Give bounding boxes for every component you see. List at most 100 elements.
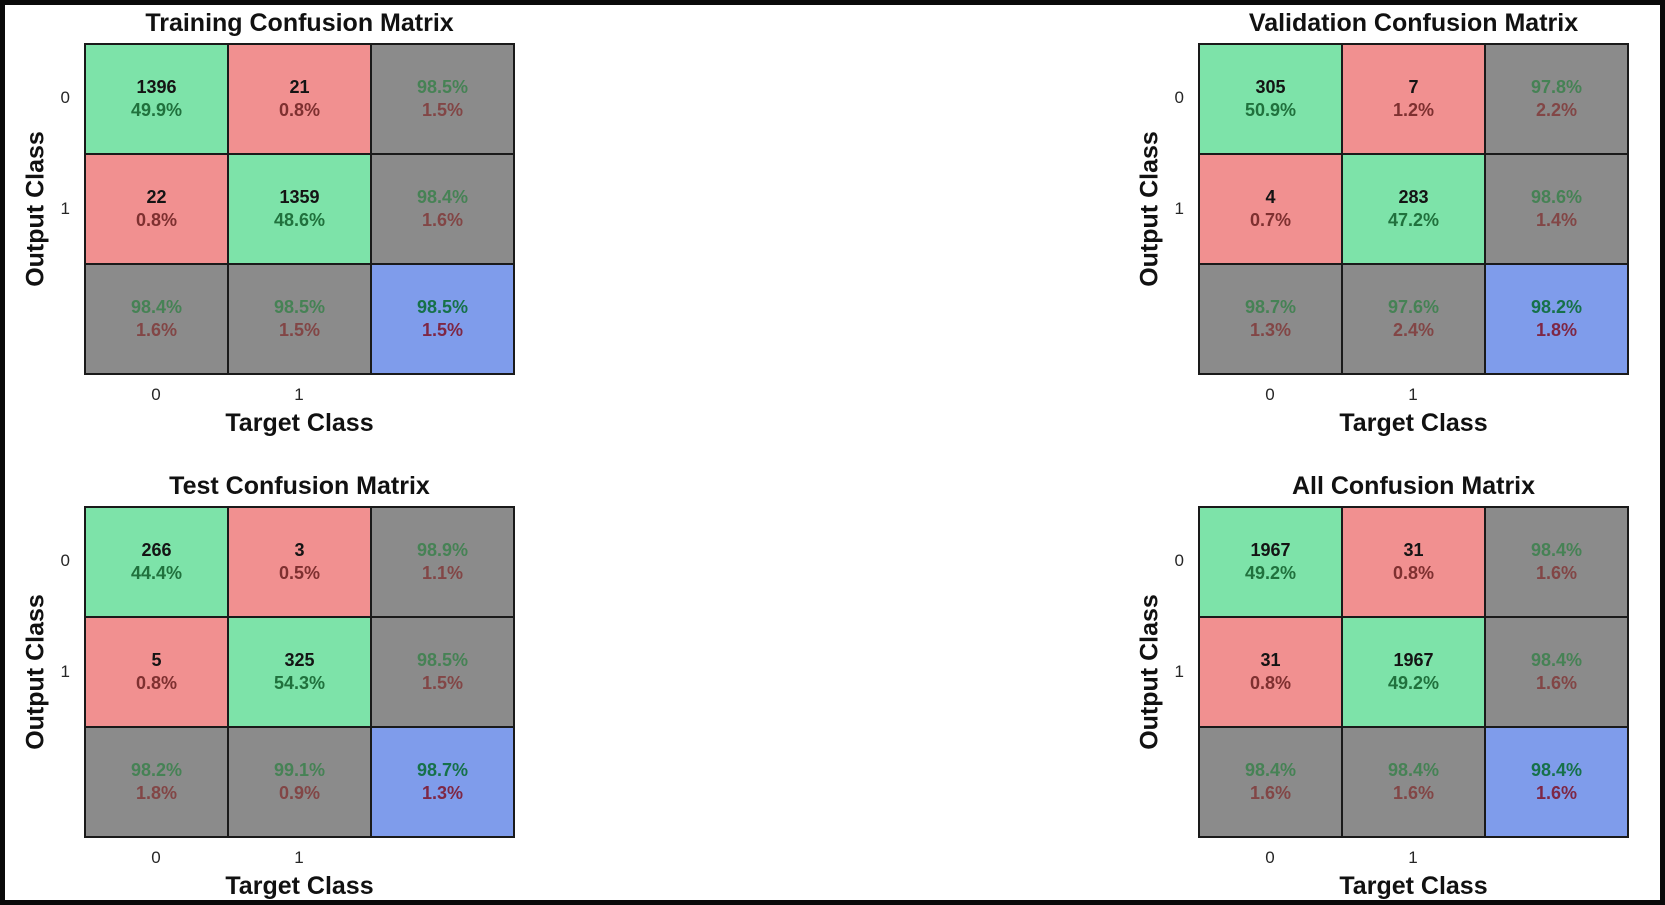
plot-title: Test Confusion Matrix <box>169 472 430 500</box>
matrix-cell-training-r2c0: 98.4% 1.6% <box>86 265 227 373</box>
cell-percent: 1.8% <box>1535 320 1578 340</box>
matrix-cell-training-r1c0: 22 0.8% <box>86 155 227 263</box>
cell-percent: 2.4% <box>1392 320 1435 340</box>
cell-value: 266 <box>141 540 172 560</box>
matrix-cell-all-r1c1: 1967 49.2% <box>1343 618 1484 726</box>
matrix-cell-training-r1c1: 1359 48.6% <box>229 155 370 263</box>
matrix-cell-validation-r0c2: 97.8% 2.2% <box>1486 45 1627 153</box>
matrix-cell-all-r0c2: 98.4% 1.6% <box>1486 508 1627 616</box>
cell-percent: 1.5% <box>421 100 464 120</box>
matrix-cell-test-r0c0: 266 44.4% <box>86 508 227 616</box>
confusion-matrix-grid-test: 266 44.4% 3 0.5% 98.9% 1.1% 5 0.8% 325 54.3% 98.5%… <box>84 506 515 838</box>
cell-percent: 49.2% <box>1387 673 1440 693</box>
x-tick-label-0: 0 <box>1265 385 1275 404</box>
matrix-cell-all-r1c2: 98.4% 1.6% <box>1486 618 1627 726</box>
cell-value: 98.4% <box>1530 540 1583 560</box>
cell-value: 1967 <box>1393 650 1434 670</box>
cell-percent: 1.5% <box>278 320 321 340</box>
y-axis-label: Output Class <box>21 131 50 287</box>
y-axis-label: Output Class <box>21 594 50 750</box>
x-axis-label: Target Class <box>1339 872 1488 900</box>
matrix-cell-test-r1c0: 5 0.8% <box>86 618 227 726</box>
cell-percent: 1.6% <box>1535 783 1578 803</box>
cell-percent: 49.2% <box>1244 563 1297 583</box>
cell-value: 98.4% <box>1387 760 1440 780</box>
cell-percent: 1.3% <box>421 783 464 803</box>
plot-all-confusion-matrix: All Confusion Matrix Output Class 0 1 19… <box>1136 472 1629 900</box>
cell-percent: 1.6% <box>1392 783 1435 803</box>
x-tick-label-1: 1 <box>294 848 304 867</box>
cell-value: 98.2% <box>1530 297 1583 317</box>
confusion-matrix-grid-validation: 305 50.9% 7 1.2% 97.8% 2.2% 4 0.7% 283 47.2% 98.6%… <box>1198 43 1629 375</box>
cell-percent: 1.5% <box>421 320 464 340</box>
matrix-cell-validation-r0c1: 7 1.2% <box>1343 45 1484 153</box>
matrix-cell-training-r2c2: 98.5% 1.5% <box>372 265 513 373</box>
cell-value: 98.4% <box>416 187 469 207</box>
matrix-cell-training-r0c2: 98.5% 1.5% <box>372 45 513 153</box>
cell-percent: 1.5% <box>421 673 464 693</box>
cell-percent: 1.3% <box>1249 320 1292 340</box>
matrix-cell-all-r2c2: 98.4% 1.6% <box>1486 728 1627 836</box>
cell-percent: 1.2% <box>1392 100 1435 120</box>
cell-value: 98.5% <box>273 297 326 317</box>
matrix-cell-test-r1c2: 98.5% 1.5% <box>372 618 513 726</box>
matrix-cell-training-r1c2: 98.4% 1.6% <box>372 155 513 263</box>
cell-percent: 0.8% <box>278 100 321 120</box>
cell-value: 97.8% <box>1530 77 1583 97</box>
y-tick-label-1: 1 <box>1174 662 1184 681</box>
cell-percent: 0.8% <box>1392 563 1435 583</box>
y-tick-label-1: 1 <box>60 199 70 218</box>
confusion-matrix-grid-all: 1967 49.2% 31 0.8% 98.4% 1.6% 31 0.8% 1967 49.2% 9… <box>1198 506 1629 838</box>
x-tick-label-1: 1 <box>1408 848 1418 867</box>
plot-title: Training Confusion Matrix <box>145 9 454 37</box>
matrix-cell-validation-r0c0: 305 50.9% <box>1200 45 1341 153</box>
cell-value: 98.6% <box>1530 187 1583 207</box>
x-tick-label-0: 0 <box>151 385 161 404</box>
plot-title: All Confusion Matrix <box>1291 472 1536 500</box>
cell-value: 97.6% <box>1387 297 1440 317</box>
x-tick-label-1: 1 <box>1408 385 1418 404</box>
matrix-cell-training-r2c1: 98.5% 1.5% <box>229 265 370 373</box>
cell-value: 22 <box>146 187 167 207</box>
matrix-cell-validation-r2c2: 98.2% 1.8% <box>1486 265 1627 373</box>
cell-value: 3 <box>294 540 305 560</box>
matrix-cell-test-r2c2: 98.7% 1.3% <box>372 728 513 836</box>
cell-percent: 1.6% <box>1535 563 1578 583</box>
cell-value: 305 <box>1255 77 1286 97</box>
cell-percent: 49.9% <box>130 100 183 120</box>
cell-value: 31 <box>1403 540 1424 560</box>
plot-validation-confusion-matrix: Validation Confusion Matrix Output Class… <box>1136 9 1629 437</box>
matrix-cell-validation-r2c0: 98.7% 1.3% <box>1200 265 1341 373</box>
cell-value: 98.7% <box>416 760 469 780</box>
cell-percent: 0.7% <box>1249 210 1292 230</box>
cell-percent: 2.2% <box>1535 100 1578 120</box>
cell-value: 98.4% <box>1244 760 1297 780</box>
x-axis-label: Target Class <box>225 409 374 437</box>
cell-percent: 1.6% <box>135 320 178 340</box>
cell-value: 98.4% <box>1530 650 1583 670</box>
cell-percent: 54.3% <box>273 673 326 693</box>
cell-value: 4 <box>1265 187 1276 207</box>
matrix-cell-all-r1c0: 31 0.8% <box>1200 618 1341 726</box>
cell-percent: 0.9% <box>278 783 321 803</box>
y-tick-label-0: 0 <box>1174 88 1184 107</box>
cell-percent: 0.8% <box>135 210 178 230</box>
matrix-cell-all-r0c0: 1967 49.2% <box>1200 508 1341 616</box>
cell-value: 98.4% <box>130 297 183 317</box>
cell-percent: 1.4% <box>1535 210 1578 230</box>
cell-percent: 47.2% <box>1387 210 1440 230</box>
matrix-cell-all-r2c0: 98.4% 1.6% <box>1200 728 1341 836</box>
matrix-cell-training-r0c1: 21 0.8% <box>229 45 370 153</box>
cell-value: 98.9% <box>416 540 469 560</box>
cell-value: 1359 <box>279 187 320 207</box>
matrix-cell-test-r0c1: 3 0.5% <box>229 508 370 616</box>
y-axis-label: Output Class <box>1135 594 1164 750</box>
cell-value: 99.1% <box>273 760 326 780</box>
x-axis-label: Target Class <box>225 872 374 900</box>
cell-value: 98.5% <box>416 297 469 317</box>
plot-title: Validation Confusion Matrix <box>1248 9 1579 37</box>
x-axis-label: Target Class <box>1339 409 1488 437</box>
cell-percent: 0.5% <box>278 563 321 583</box>
cell-value: 98.4% <box>1530 760 1583 780</box>
